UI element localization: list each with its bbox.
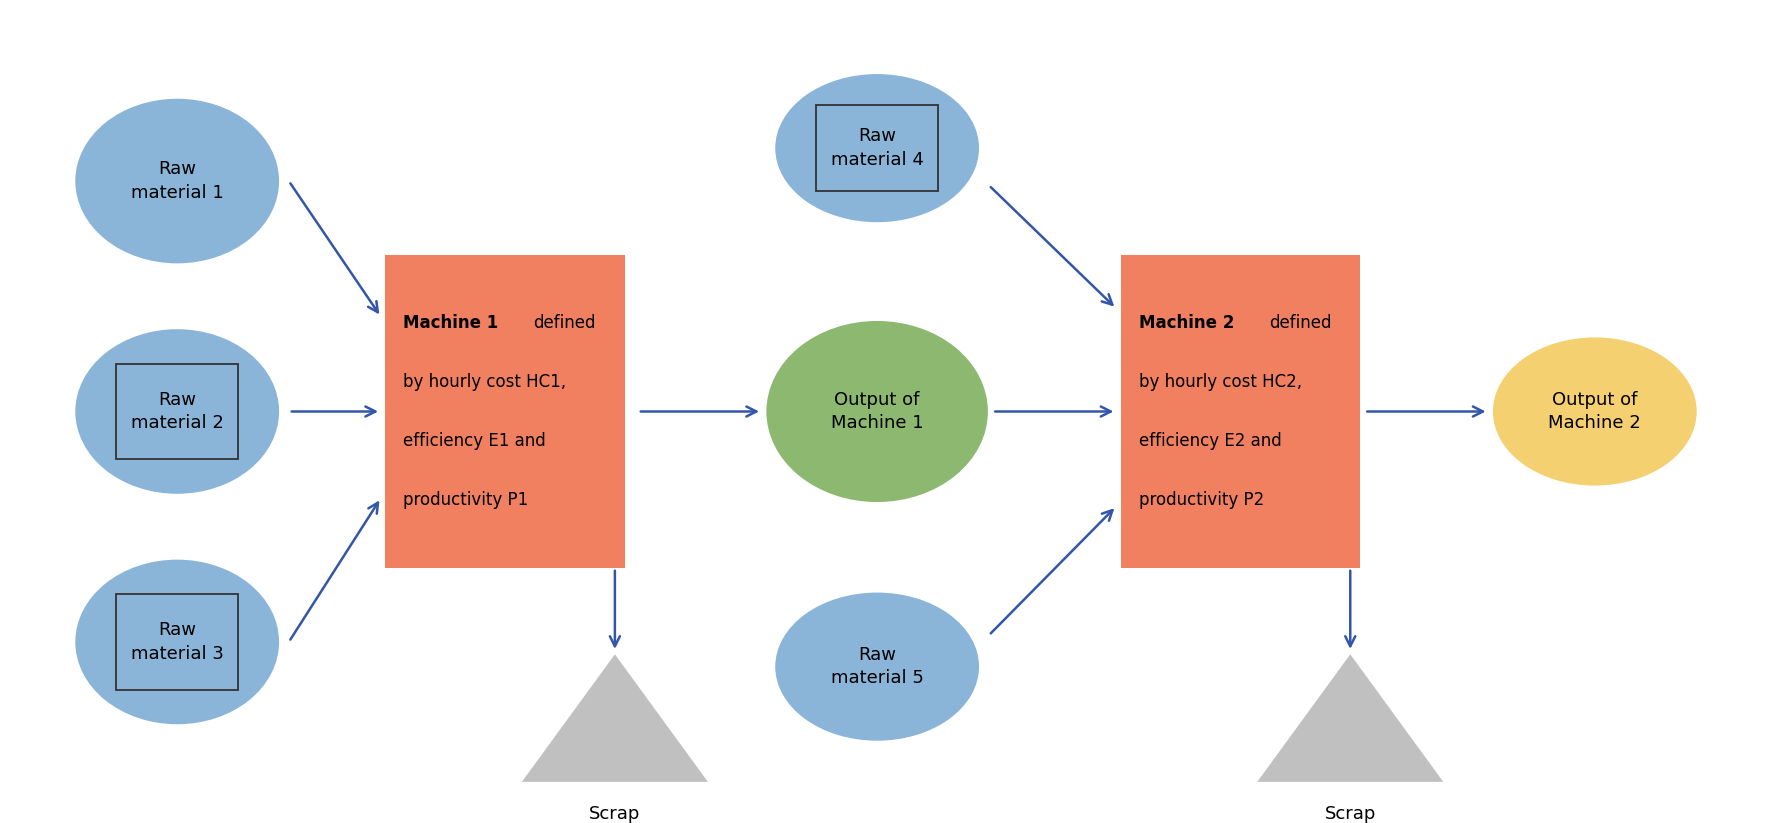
Ellipse shape [774,74,978,222]
Text: defined: defined [533,314,595,332]
Text: efficiency E1 and: efficiency E1 and [402,432,546,450]
Text: Output of
Machine 1: Output of Machine 1 [831,391,923,432]
Text: Scrap: Scrap [590,805,640,823]
Text: Machine 1: Machine 1 [402,314,503,332]
Bar [117,364,237,459]
Polygon shape [521,654,707,782]
Text: productivity P1: productivity P1 [402,491,528,509]
Ellipse shape [1492,337,1696,486]
Bar [117,594,237,690]
Ellipse shape [74,329,280,494]
Text: Raw
material 5: Raw material 5 [831,646,923,687]
Text: Raw
material 3: Raw material 3 [131,621,223,663]
Text: Machine 2: Machine 2 [1138,314,1240,332]
Ellipse shape [74,99,280,263]
Bar [815,105,939,191]
Ellipse shape [74,560,280,724]
Text: by hourly cost HC1,: by hourly cost HC1, [402,373,567,391]
Ellipse shape [766,321,989,502]
Text: efficiency E2 and: efficiency E2 and [1138,432,1281,450]
Text: Scrap: Scrap [1325,805,1375,823]
Ellipse shape [774,593,978,741]
Text: by hourly cost HC2,: by hourly cost HC2, [1138,373,1302,391]
FancyBboxPatch shape [385,255,624,568]
Text: Raw
material 2: Raw material 2 [131,391,223,432]
Text: defined: defined [1269,314,1331,332]
Text: Raw
material 4: Raw material 4 [831,128,923,169]
Polygon shape [1256,654,1442,782]
Text: Output of
Machine 2: Output of Machine 2 [1549,391,1641,432]
FancyBboxPatch shape [1120,255,1361,568]
Text: productivity P2: productivity P2 [1138,491,1263,509]
Text: Raw
material 1: Raw material 1 [131,160,223,202]
